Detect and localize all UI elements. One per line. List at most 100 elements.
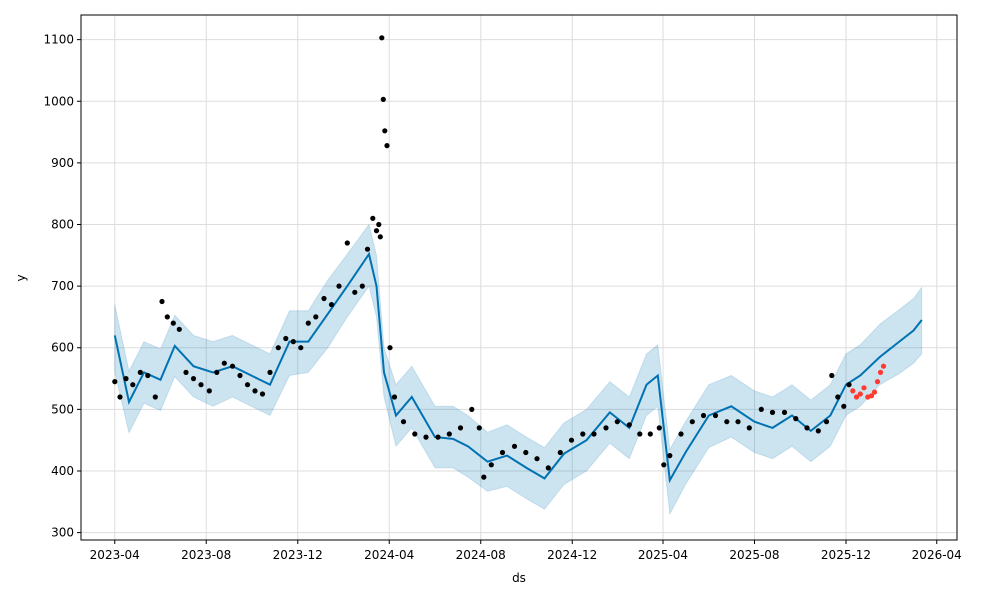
holdout-point [850,388,856,394]
plot-area [81,15,957,540]
actual-point [758,406,764,412]
holdout-point [861,385,867,391]
x-tick-label: 2025-12 [821,548,871,562]
actual-point [275,345,281,351]
actual-point [735,419,741,425]
y-tick-label: 600 [51,341,74,355]
x-tick-label: 2024-08 [456,548,506,562]
uncertainty-interval [114,223,923,516]
actual-point [145,372,151,379]
forecast-series [113,251,923,484]
holdout-point [868,393,875,399]
actual-point [661,462,667,468]
actual-point [328,302,335,308]
actual-point [523,449,529,456]
actual-point [423,434,429,440]
actual-point [112,379,118,385]
x-tick-label: 2024-04 [364,548,414,562]
actual-point [321,295,327,302]
actual-point [379,35,385,41]
actual-point [545,465,551,471]
actual-point [387,345,393,351]
holdout-point [871,389,878,395]
x-tick-label: 2023-08 [181,548,231,562]
x-tick-label: 2023-04 [90,548,140,562]
actual-point [170,320,176,326]
actual-point [724,419,730,425]
actual-point [637,431,643,437]
actual-point [481,474,487,480]
actual-point [823,419,830,425]
actual-point [259,391,266,397]
actual-point [568,437,575,443]
actual-point [815,428,821,434]
actual-point [793,416,799,422]
actual-point [829,372,835,379]
holdout-points [850,363,887,400]
actual-point [117,394,123,400]
y-tick-label: 800 [51,218,74,232]
holdout-point [853,394,860,400]
holdout-point [874,379,881,385]
actual-point [804,425,810,431]
x-tick-label: 2024-12 [547,548,597,562]
actual-point [252,388,258,394]
actual-point [511,443,518,449]
actual-point [591,431,597,437]
actual-point [841,403,847,409]
holdout-point [880,363,887,369]
actual-point [305,320,311,326]
actual-point [344,240,350,246]
uncertainty-band [114,223,923,516]
actual-point [221,360,227,366]
actual-point [183,369,189,375]
actual-point [384,143,390,149]
actual-point [214,369,220,375]
actual-point [781,409,788,415]
actual-point [476,425,482,431]
actual-point [352,289,358,295]
y-axis-title: y [14,274,28,281]
actual-point [206,388,212,394]
actual-point [846,382,852,388]
actual-point [435,434,441,440]
actual-point [237,372,243,379]
x-tick-label: 2025-08 [729,548,779,562]
actual-point [603,425,609,431]
actual-point [190,376,197,382]
actual-point [176,326,182,332]
actual-point [400,419,407,425]
actual-point [391,394,398,400]
actual-point [557,449,563,456]
actual-point [364,246,371,252]
y-tick-label: 1000 [43,94,74,108]
x-axis: 2023-04 2023-08 2023-12 2024-04 2024-08 2024-… [90,540,962,562]
actual-point [373,228,380,234]
actual-point [382,128,388,134]
actual-point [283,335,289,342]
actual-point [229,363,236,369]
actual-point [336,283,342,289]
actual-point [712,412,719,419]
holdout-point [877,369,884,375]
actual-point [534,456,540,462]
y-axis: 300 400 500 600 700 800 900 1000 1100 [43,33,81,540]
actual-point [689,419,695,425]
actual-point [198,382,204,388]
x-tick-label: 2025-04 [638,548,688,562]
actual-points [112,35,852,480]
actual-point [700,412,707,419]
holdout-point [857,391,863,397]
actual-point [370,215,376,221]
actual-point [656,425,662,431]
x-tick-label: 2023-12 [273,548,323,562]
actual-point [580,431,586,437]
actual-point [835,394,841,400]
actual-point [380,96,386,102]
x-tick-label: 2026-04 [912,548,962,562]
actual-point [267,369,273,375]
actual-point [137,369,143,375]
actual-point [746,425,752,431]
y-tick-label: 1100 [43,33,74,47]
